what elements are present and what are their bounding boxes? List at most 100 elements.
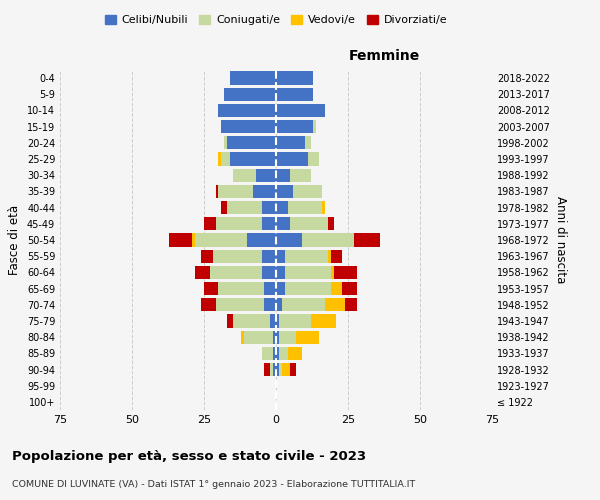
Bar: [212, 250, 262, 263]
Bar: [201, 298, 215, 312]
Bar: [262, 266, 276, 279]
Bar: [276, 282, 284, 295]
Bar: [201, 250, 212, 263]
Bar: [279, 314, 311, 328]
Bar: [296, 330, 319, 344]
Bar: [276, 185, 293, 198]
Bar: [305, 136, 311, 149]
Bar: [218, 104, 276, 117]
Bar: [221, 120, 276, 134]
Bar: [276, 217, 290, 230]
Bar: [230, 152, 276, 166]
Bar: [276, 88, 313, 101]
Bar: [221, 201, 227, 214]
Bar: [279, 330, 296, 344]
Bar: [293, 185, 322, 198]
Bar: [218, 282, 265, 295]
Bar: [218, 152, 221, 166]
Bar: [273, 363, 276, 376]
Bar: [221, 152, 230, 166]
Bar: [273, 346, 276, 360]
Bar: [334, 266, 356, 279]
Bar: [284, 282, 331, 295]
Bar: [276, 152, 308, 166]
Bar: [331, 282, 342, 295]
Bar: [354, 234, 380, 246]
Bar: [322, 201, 325, 214]
Bar: [215, 217, 262, 230]
Bar: [331, 250, 342, 263]
Bar: [345, 298, 356, 312]
Bar: [262, 217, 276, 230]
Bar: [279, 346, 287, 360]
Bar: [290, 363, 296, 376]
Text: COMUNE DI LUVINATE (VA) - Dati ISTAT 1° gennaio 2023 - Elaborazione TUTTITALIA.I: COMUNE DI LUVINATE (VA) - Dati ISTAT 1° …: [12, 480, 415, 489]
Bar: [196, 266, 210, 279]
Bar: [325, 298, 345, 312]
Bar: [287, 201, 322, 214]
Bar: [233, 168, 256, 182]
Bar: [284, 266, 331, 279]
Bar: [276, 104, 325, 117]
Bar: [241, 330, 244, 344]
Bar: [308, 152, 319, 166]
Y-axis label: Anni di nascita: Anni di nascita: [554, 196, 566, 284]
Bar: [224, 88, 276, 101]
Bar: [262, 346, 273, 360]
Bar: [276, 298, 282, 312]
Y-axis label: Fasce di età: Fasce di età: [8, 205, 21, 275]
Bar: [262, 201, 276, 214]
Bar: [276, 234, 302, 246]
Text: Popolazione per età, sesso e stato civile - 2023: Popolazione per età, sesso e stato civil…: [12, 450, 366, 463]
Bar: [342, 282, 356, 295]
Bar: [290, 217, 328, 230]
Bar: [311, 314, 337, 328]
Bar: [276, 201, 287, 214]
Bar: [270, 314, 276, 328]
Bar: [227, 136, 276, 149]
Bar: [290, 168, 311, 182]
Bar: [247, 234, 276, 246]
Bar: [279, 363, 282, 376]
Bar: [218, 185, 253, 198]
Bar: [276, 363, 279, 376]
Bar: [233, 314, 270, 328]
Bar: [215, 185, 218, 198]
Bar: [276, 330, 279, 344]
Bar: [273, 330, 276, 344]
Bar: [256, 168, 276, 182]
Bar: [265, 363, 270, 376]
Text: Femmine: Femmine: [349, 49, 419, 63]
Bar: [331, 266, 334, 279]
Bar: [282, 363, 290, 376]
Bar: [227, 201, 262, 214]
Bar: [244, 330, 273, 344]
Legend: Celibi/Nubili, Coniugati/e, Vedovi/e, Divorziati/e: Celibi/Nubili, Coniugati/e, Vedovi/e, Di…: [100, 10, 452, 30]
Bar: [328, 250, 331, 263]
Bar: [265, 282, 276, 295]
Bar: [265, 298, 276, 312]
Bar: [276, 266, 284, 279]
Bar: [284, 250, 328, 263]
Bar: [204, 217, 215, 230]
Bar: [169, 234, 193, 246]
Bar: [276, 72, 313, 85]
Bar: [276, 120, 313, 134]
Bar: [196, 234, 247, 246]
Bar: [204, 282, 218, 295]
Bar: [210, 266, 262, 279]
Bar: [276, 250, 284, 263]
Bar: [270, 363, 273, 376]
Bar: [224, 136, 227, 149]
Bar: [302, 234, 354, 246]
Bar: [262, 250, 276, 263]
Bar: [313, 120, 316, 134]
Bar: [215, 298, 265, 312]
Bar: [193, 234, 196, 246]
Bar: [230, 72, 276, 85]
Bar: [276, 346, 279, 360]
Bar: [276, 314, 279, 328]
Bar: [227, 314, 233, 328]
Bar: [328, 217, 334, 230]
Bar: [282, 298, 325, 312]
